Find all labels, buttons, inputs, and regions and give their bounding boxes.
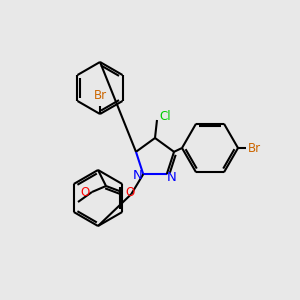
Text: Cl: Cl — [159, 110, 171, 124]
Text: Br: Br — [93, 89, 106, 102]
Text: N: N — [167, 171, 177, 184]
Text: O: O — [125, 185, 134, 199]
Text: N: N — [132, 169, 142, 182]
Text: O: O — [81, 185, 90, 199]
Text: Br: Br — [248, 142, 261, 154]
